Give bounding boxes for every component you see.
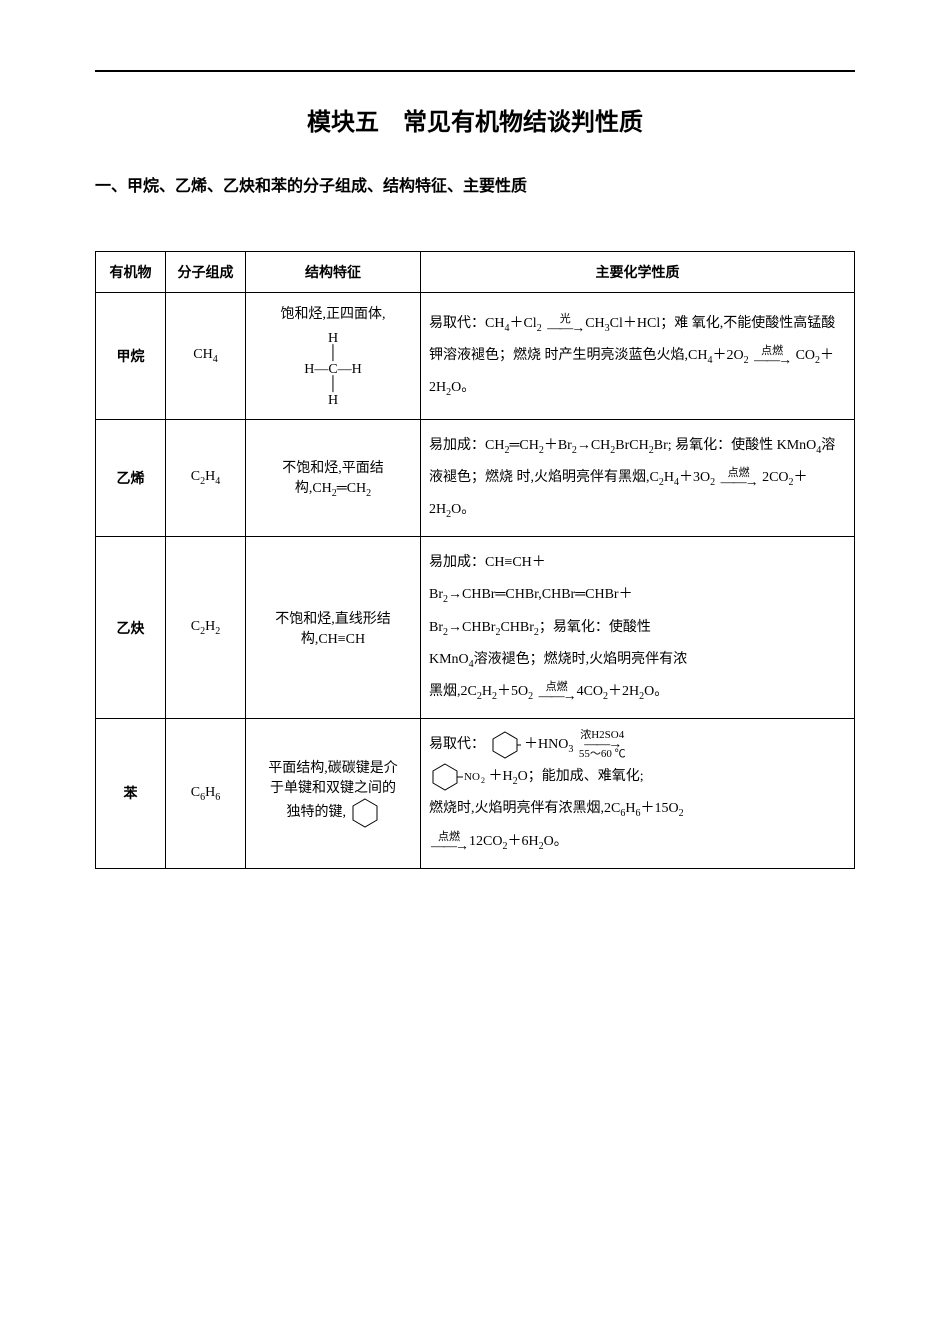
text: O。 [451,380,475,395]
table-row: 苯 C6H6 平面结构,碳碳键是介 于单键和双键之间的 独特的键, 易取代： [96,719,855,869]
cell-name: 乙烯 [96,419,166,537]
svg-text:2: 2 [481,776,485,785]
text: 易氧化：使酸性 KMnO [675,438,816,453]
text: 2CO [762,470,788,485]
text: BrCH [615,438,648,453]
text: H [482,684,492,699]
text: 12CO [469,834,502,849]
text: O。 [451,502,475,517]
structure-line: 构,CH≡CH [254,628,412,648]
reaction-arrow: 点燃――→ [539,682,575,701]
text: 黑烟,2C [429,684,477,699]
table-header-row: 有机物 分子组成 结构特征 主要化学性质 [96,252,855,293]
section-heading: 一、甲烷、乙烯、乙炔和苯的分子组成、结构特征、主要性质 [95,172,855,196]
text: 易加成：CH [429,438,504,453]
text: CHBr [500,620,533,635]
ch4-structure-diagram: H │ H―C―H │ H [304,331,362,408]
text: ；易氧化：使酸性 [539,620,651,635]
th-organic: 有机物 [96,252,166,293]
text: 易加成：CH≡CH＋ [429,555,546,570]
text: 燃烧时,火焰明亮伴有浓黑烟,2C [429,801,620,816]
benzene-icon [489,730,521,760]
cell-structure: 平面结构,碳碳键是介 于单键和双键之间的 独特的键, [246,719,421,869]
page-title: 模块五 常见有机物结谈判性质 [95,102,855,137]
cell-formula: C2H2 [166,537,246,719]
cell-properties: 易取代： ＋HNO3 浓H2SO4――→55～60 ℃ NO2 ＋H2O；能加成… [421,719,855,869]
text: Br; [654,438,672,453]
benzene-icon [350,797,380,829]
text: ＋5O [497,684,528,699]
text: H [625,801,635,816]
cell-structure: 不饱和烃,直线形结 构,CH≡CH [246,537,421,719]
text: Cl＋HCl；难 [610,316,689,331]
svg-text:NO: NO [464,771,480,783]
text: ＋HNO [524,737,568,752]
structure-line: 不饱和烃,平面结 [254,457,412,477]
text: H [664,470,674,485]
text: 溶液褪色；燃烧时,火焰明亮伴有浓 [474,652,688,667]
text: ＋15O [640,801,678,816]
text: Br [429,587,443,602]
text: O。 [644,684,668,699]
text: CO [796,348,815,363]
text: →CHBr═CHBr,CHBr═CHBr＋ [448,587,633,602]
structure-line: 平面结构,碳碳键是介 [254,757,412,777]
reaction-arrow: 浓H2SO4――→55～60 ℃ [579,730,626,760]
organic-table: 有机物 分子组成 结构特征 主要化学性质 甲烷 CH4 饱和烃,正四面体, H … [95,251,855,869]
text: ＋6H [507,834,538,849]
cell-formula: C2H4 [166,419,246,537]
reaction-arrow: 点燃――→ [721,468,757,487]
th-structure: 结构特征 [246,252,421,293]
text: →CH [577,438,610,453]
text: ＋H [489,769,513,784]
cell-structure: 不饱和烃,平面结 构,CH2═CH2 [246,419,421,537]
text: KMnO [429,652,469,667]
th-properties: 主要化学性质 [421,252,855,293]
reaction-arrow: 点燃――→ [431,832,467,851]
reaction-arrow: 光――→ [547,314,583,333]
text: 时,火焰明亮伴有黑烟,C [517,470,659,485]
th-formula: 分子组成 [166,252,246,293]
cell-formula: C6H6 [166,719,246,869]
text: ＋2H [608,684,639,699]
text: 时产生明亮淡蓝色火焰,CH [545,348,708,363]
cell-structure: 饱和烃,正四面体, H │ H―C―H │ H [246,293,421,420]
text: ＋3O [679,470,710,485]
structure-line: 于单键和双键之间的 [254,777,412,797]
text: ═CH [509,438,538,453]
table-row: 甲烷 CH4 饱和烃,正四面体, H │ H―C―H │ H 易取代：CH4＋C… [96,293,855,420]
table-row: 乙炔 C2H2 不饱和烃,直线形结 构,CH≡CH 易加成：CH≡CH＋ Br2… [96,537,855,719]
text: ＋Br [544,438,572,453]
text: →CHBr [448,620,495,635]
cell-name: 甲烷 [96,293,166,420]
text: Br [429,620,443,635]
text: ＋2O [712,348,743,363]
structure-intro: 饱和烃,正四面体, [254,303,412,323]
cell-name: 乙炔 [96,537,166,719]
cell-properties: 易加成：CH2═CH2＋Br2→CH2BrCH2Br; 易氧化：使酸性 KMnO… [421,419,855,537]
structure-line: 构,CH2═CH2 [254,477,412,499]
reaction-arrow: 点燃――→ [754,346,790,365]
nitrobenzene-icon: NO2 [429,762,485,792]
cell-properties: 易取代：CH4＋Cl2 光――→CH3Cl＋HCl；难 氧化,不能使酸性高锰酸钾… [421,293,855,420]
top-rule [95,70,855,72]
text: O；能加成、难氧化; [518,769,644,784]
text: O。 [544,834,568,849]
cell-properties: 易加成：CH≡CH＋ Br2→CHBr═CHBr,CHBr═CHBr＋ Br2→… [421,537,855,719]
table-row: 乙烯 C2H4 不饱和烃,平面结 构,CH2═CH2 易加成：CH2═CH2＋B… [96,419,855,537]
text: CH [585,316,604,331]
text: ＋Cl [509,316,536,331]
text: 4CO [577,684,603,699]
text: 易取代： [429,737,485,752]
structure-line: 不饱和烃,直线形结 [254,608,412,628]
text: 易取代：CH [429,316,504,331]
cell-formula: CH4 [166,293,246,420]
cell-name: 苯 [96,719,166,869]
structure-line: 独特的键, [254,797,412,829]
